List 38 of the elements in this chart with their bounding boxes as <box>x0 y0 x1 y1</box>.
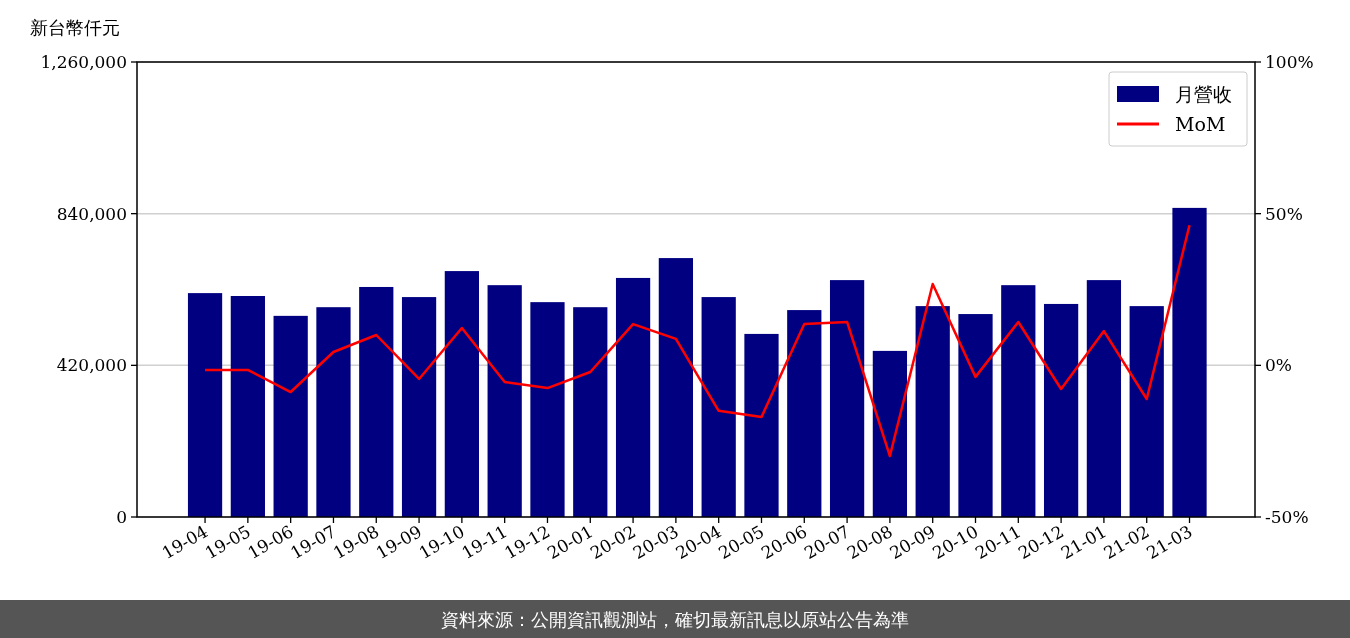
bar <box>573 307 608 517</box>
bar <box>615 277 651 517</box>
legend-label: MoM <box>1175 113 1226 135</box>
source-note: 資料來源：公開資訊觀測站，確切最新訊息以原站公告為準 <box>441 609 909 630</box>
bar <box>1086 280 1122 517</box>
y-tick-label: 1,260,000 <box>40 52 127 72</box>
y2-tick-label: 100% <box>1265 52 1314 72</box>
bar <box>230 296 265 517</box>
bar <box>829 280 865 517</box>
bar <box>658 258 693 517</box>
legend-label: 月營收 <box>1175 83 1232 105</box>
bar <box>316 307 351 517</box>
bar <box>787 310 822 517</box>
bar <box>915 306 950 517</box>
y-axis-title: 新台幣仟元 <box>30 17 120 38</box>
bar <box>958 314 993 517</box>
y-tick-label: 840,000 <box>56 203 127 224</box>
bar <box>273 315 308 517</box>
bar <box>359 286 394 517</box>
bar <box>701 297 736 517</box>
bar <box>530 302 565 517</box>
bar <box>1001 285 1036 517</box>
bar <box>872 350 908 517</box>
bar <box>487 285 522 517</box>
bar <box>1172 207 1207 517</box>
bar <box>744 333 779 517</box>
y-tick-label: 420,000 <box>56 355 127 376</box>
bar <box>187 293 223 517</box>
y2-tick-label: 0% <box>1265 355 1292 376</box>
source-footer-band: 資料來源：公開資訊觀測站，確切最新訊息以原站公告為準 <box>0 600 1350 638</box>
bar <box>1129 306 1164 517</box>
line-series <box>203 223 1191 458</box>
y2-tick-label: 50% <box>1265 203 1303 224</box>
bar <box>1043 303 1079 517</box>
y-tick-label: 0 <box>116 507 127 527</box>
bar <box>401 297 437 517</box>
y2-tick-label: -50% <box>1265 507 1309 527</box>
bar <box>444 271 479 517</box>
